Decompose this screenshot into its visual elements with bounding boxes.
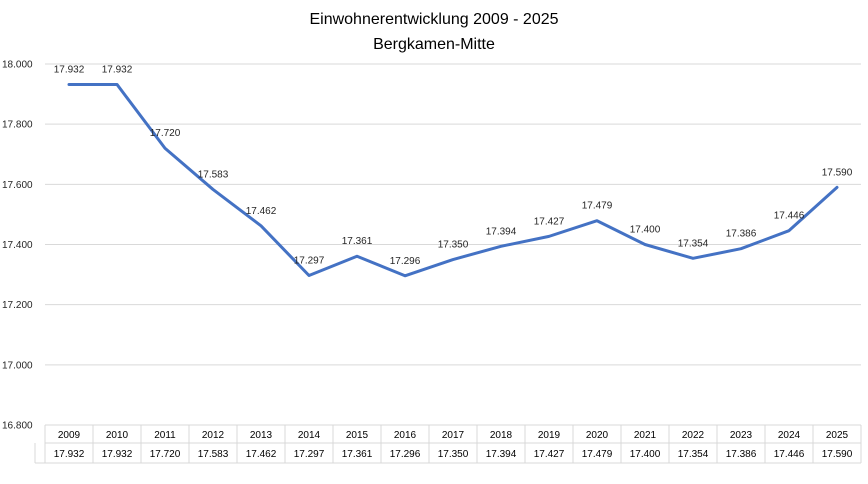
data-label: 17.720 [150, 128, 181, 139]
chart-title: Einwohnerentwicklung 2009 - 2025 [309, 11, 558, 28]
y-tick-label: 17.600 [2, 180, 33, 191]
data-label: 17.386 [726, 229, 757, 240]
x-tick-label: 2013 [250, 430, 273, 441]
x-tick-label: 2012 [202, 430, 225, 441]
table-value-cell: 17.354 [678, 449, 709, 460]
table-value-cell: 17.297 [294, 449, 325, 460]
data-label: 17.394 [486, 226, 517, 237]
x-tick-label: 2018 [490, 430, 513, 441]
data-label: 17.479 [582, 201, 613, 212]
data-label: 17.932 [54, 64, 85, 75]
data-label: 17.354 [678, 238, 709, 249]
x-tick-label: 2010 [106, 430, 129, 441]
data-label: 17.427 [534, 216, 565, 227]
y-tick-label: 17.800 [2, 120, 33, 131]
x-tick-label: 2014 [298, 430, 321, 441]
table-value-cell: 17.590 [822, 449, 853, 460]
table-value-cell: 17.386 [726, 449, 757, 460]
table-value-cell: 17.583 [198, 449, 229, 460]
y-tick-label: 17.200 [2, 300, 33, 311]
x-tick-label: 2020 [586, 430, 609, 441]
data-label: 17.932 [102, 64, 133, 75]
x-tick-label: 2009 [58, 430, 81, 441]
y-tick-label: 17.400 [2, 240, 33, 251]
data-label: 17.297 [294, 255, 325, 266]
y-tick-label: 17.000 [2, 360, 33, 371]
x-tick-label: 2023 [730, 430, 753, 441]
x-tick-label: 2024 [778, 430, 801, 441]
x-tick-label: 2011 [154, 430, 176, 441]
x-tick-label: 2022 [682, 430, 705, 441]
x-tick-label: 2025 [826, 430, 849, 441]
table-value-cell: 17.394 [486, 449, 517, 460]
data-label: 17.446 [774, 211, 805, 222]
chart-subtitle: Bergkamen-Mitte [373, 36, 495, 53]
table-value-cell: 17.296 [390, 449, 421, 460]
table-value-cell: 17.932 [102, 449, 133, 460]
table-value-cell: 17.361 [342, 449, 373, 460]
data-label: 17.583 [198, 169, 229, 180]
table-value-cell: 17.479 [582, 449, 613, 460]
x-tick-label: 2016 [394, 430, 417, 441]
data-label: 17.350 [438, 240, 469, 251]
data-table: 2009 17.932 2010 17.932 2011 17.720 2012 17.583… [34, 425, 862, 464]
data-label: 17.400 [630, 225, 661, 236]
table-value-cell: 17.427 [534, 449, 565, 460]
table-value-cell: 17.350 [438, 449, 469, 460]
data-label: 17.296 [390, 256, 421, 267]
y-axis: 18.000 17.800 17.600 17.400 17.200 17.000 16.8… [2, 60, 33, 432]
series-polyline [67, 82, 839, 278]
gridlines [45, 63, 861, 426]
x-tick-label: 2019 [538, 430, 561, 441]
table-value-cell: 17.932 [54, 449, 85, 460]
data-label: 17.462 [246, 206, 277, 217]
x-tick-label: 2015 [346, 430, 369, 441]
table-value-cell: 17.400 [630, 449, 661, 460]
data-label: 17.361 [342, 236, 373, 247]
y-tick-label: 16.800 [2, 421, 33, 432]
table-value-cell: 17.720 [150, 449, 181, 460]
table-value-cell: 17.462 [246, 449, 277, 460]
table-value-cell: 17.446 [774, 449, 805, 460]
series-line [67, 82, 839, 278]
x-tick-label: 2021 [634, 430, 657, 441]
x-tick-label: 2017 [442, 430, 465, 441]
data-labels: 17.932 17.932 17.720 17.583 17.462 17.297 17.3… [54, 64, 853, 266]
data-label: 17.590 [822, 167, 853, 178]
y-tick-label: 18.000 [2, 60, 33, 71]
